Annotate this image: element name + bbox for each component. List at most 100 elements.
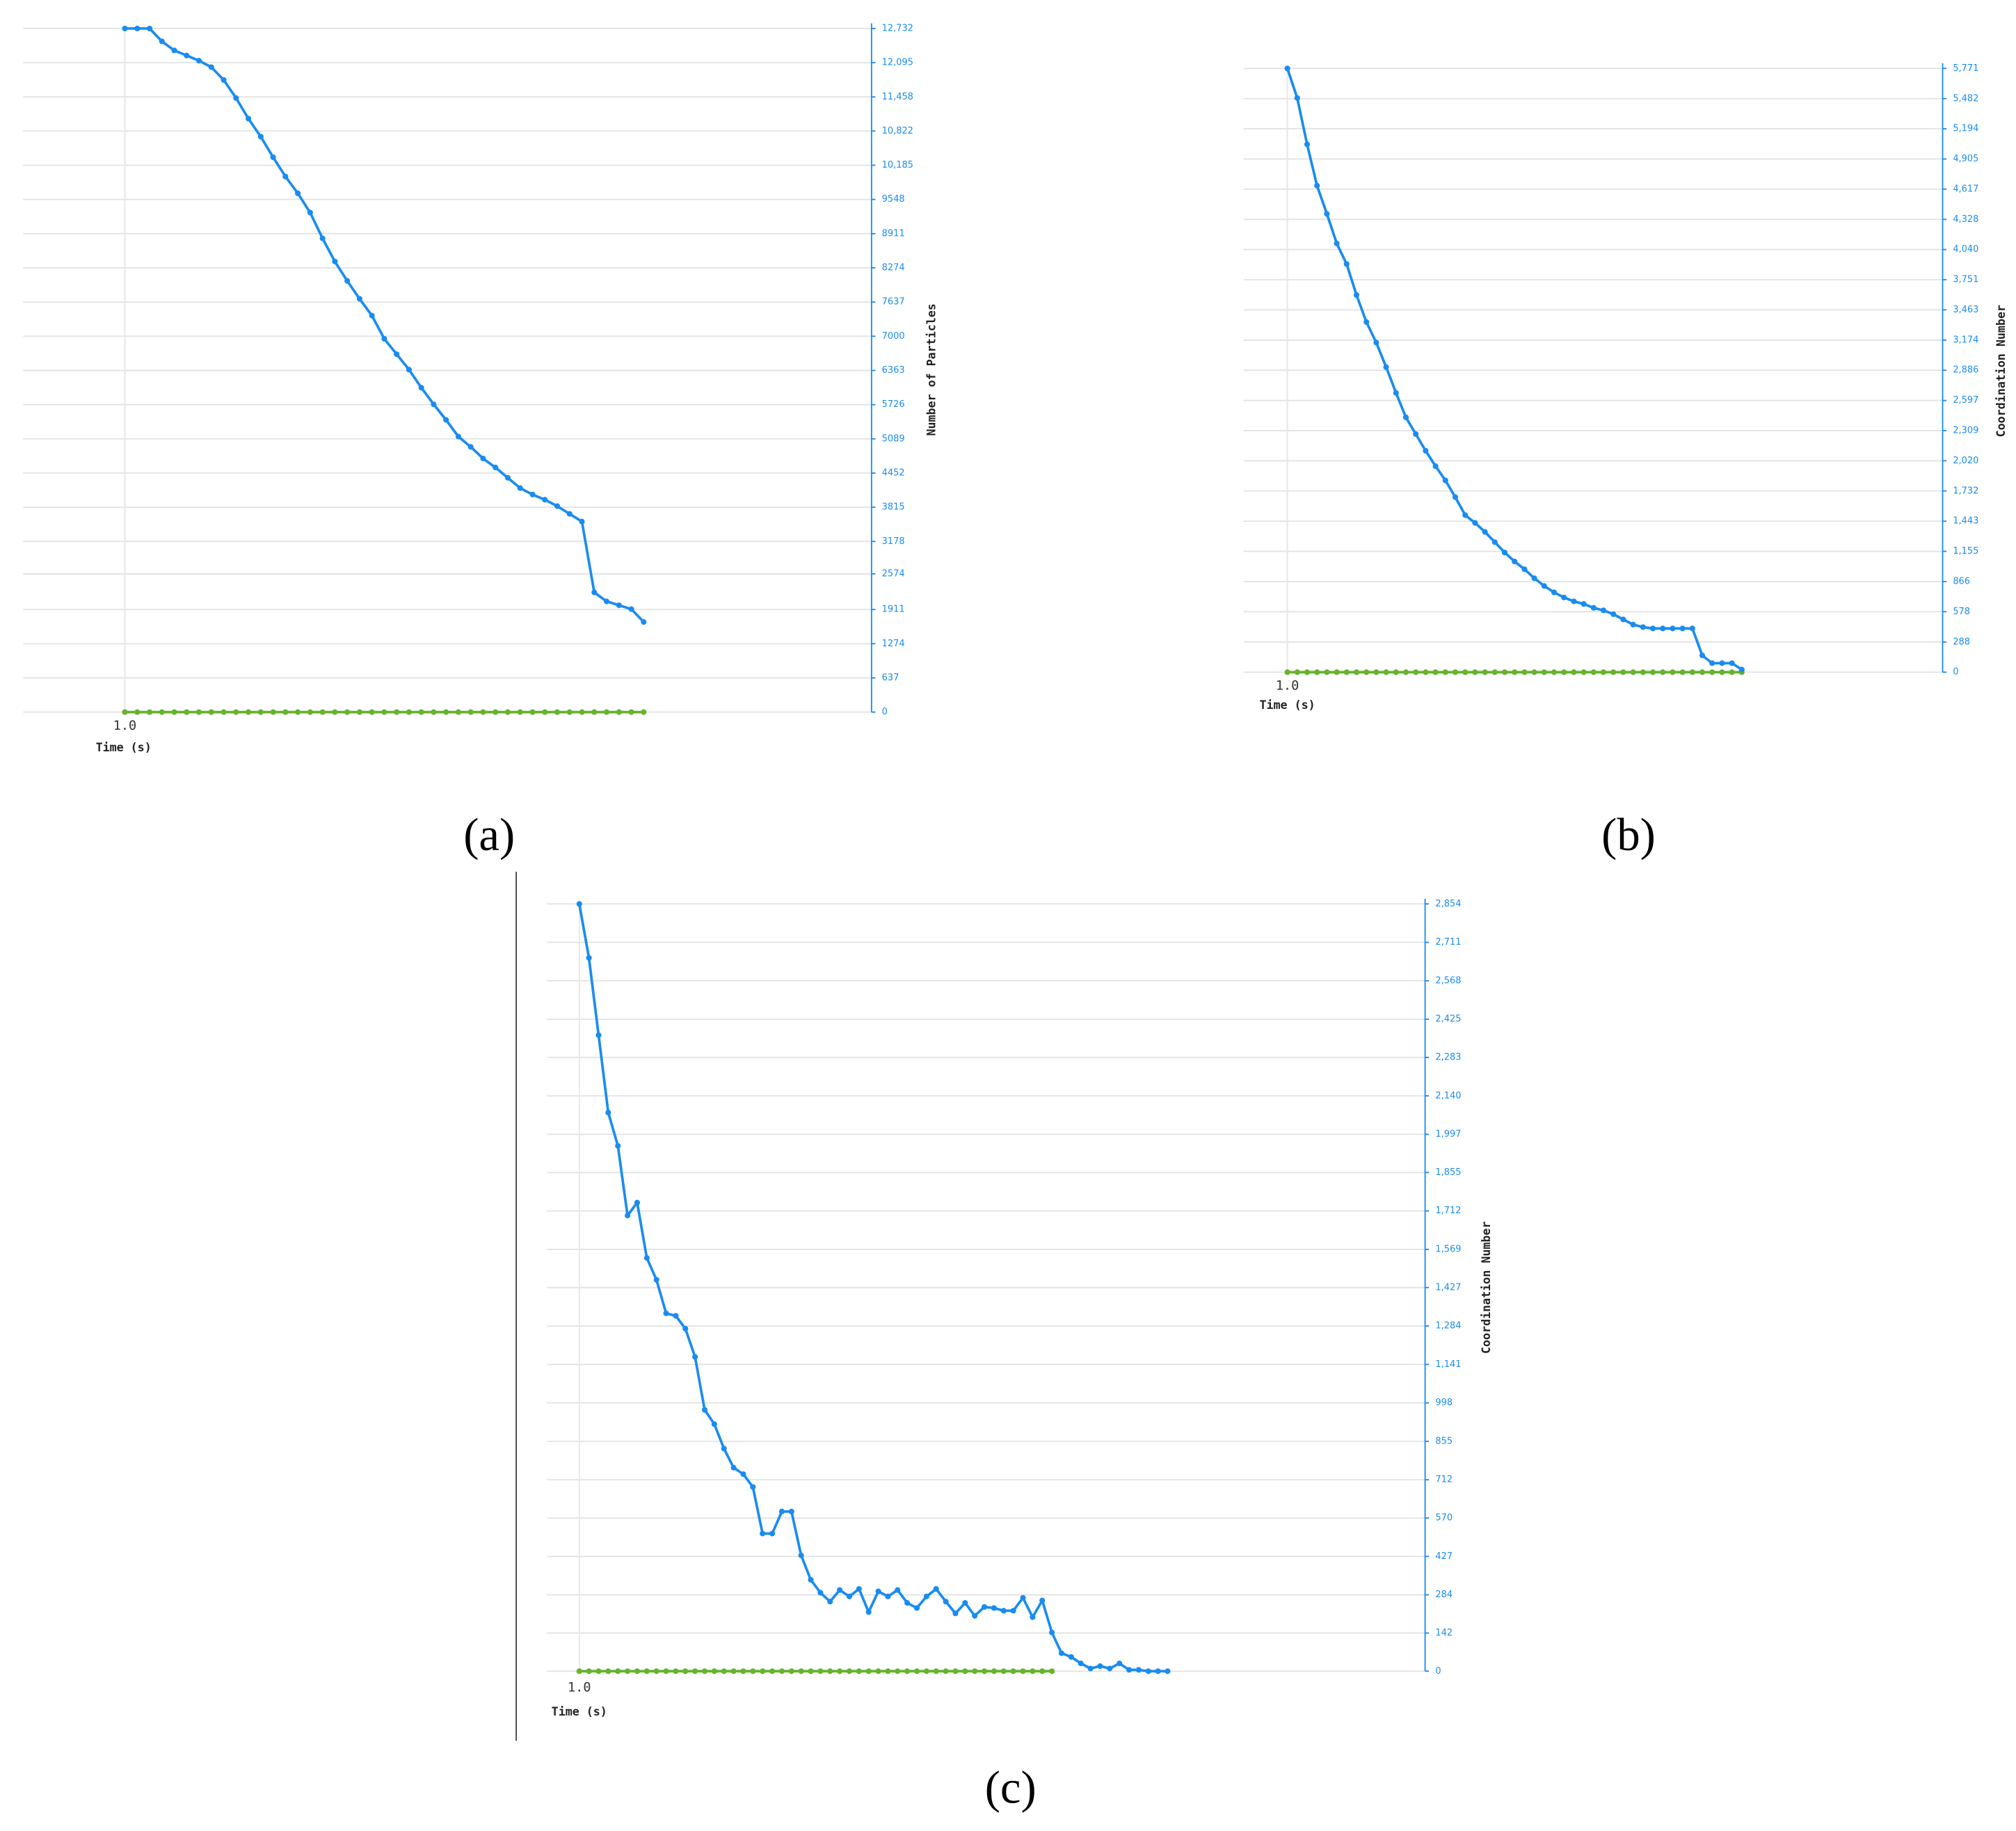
y-tick-label: 998 bbox=[1435, 1398, 1453, 1408]
data-point bbox=[529, 491, 536, 497]
data-point bbox=[1640, 669, 1646, 675]
data-point bbox=[1531, 575, 1537, 582]
data-point bbox=[1620, 616, 1626, 623]
data-point bbox=[885, 1593, 891, 1599]
data-point bbox=[233, 709, 239, 715]
data-point bbox=[344, 709, 351, 715]
y-tick-label: 427 bbox=[1435, 1551, 1453, 1562]
data-point bbox=[1462, 669, 1469, 675]
data-point bbox=[542, 709, 548, 715]
data-point bbox=[1010, 1608, 1016, 1614]
data-point bbox=[943, 1668, 949, 1674]
data-point bbox=[817, 1668, 824, 1674]
data-point bbox=[865, 1668, 872, 1674]
data-point bbox=[692, 1354, 698, 1360]
data-point bbox=[1452, 494, 1459, 500]
y-tick-label: 4,040 bbox=[1953, 244, 1978, 255]
data-point bbox=[1709, 669, 1715, 675]
y-tick-label: 1911 bbox=[882, 605, 905, 615]
data-point bbox=[1590, 605, 1597, 611]
data-point bbox=[195, 58, 202, 64]
data-point bbox=[603, 598, 610, 605]
data-point bbox=[517, 709, 523, 715]
data-point bbox=[208, 709, 214, 715]
y-tick-label: 142 bbox=[1435, 1628, 1453, 1638]
data-point bbox=[406, 367, 412, 373]
data-point bbox=[586, 954, 592, 961]
y-tick-label: 5,194 bbox=[1953, 124, 1978, 134]
data-point bbox=[184, 709, 190, 715]
data-point bbox=[634, 1199, 641, 1206]
data-point bbox=[1719, 660, 1725, 666]
data-point bbox=[740, 1668, 746, 1674]
data-point bbox=[711, 1668, 717, 1674]
data-point bbox=[146, 709, 153, 715]
data-point bbox=[1531, 669, 1537, 675]
y-tick-label: 8911 bbox=[882, 228, 905, 239]
y-tick-label: 2,568 bbox=[1435, 975, 1461, 986]
data-point bbox=[159, 38, 165, 45]
data-point bbox=[817, 1590, 824, 1596]
data-point bbox=[1423, 669, 1429, 675]
data-point bbox=[730, 1464, 737, 1471]
data-point bbox=[1581, 669, 1587, 675]
data-point bbox=[1512, 669, 1518, 675]
data-point bbox=[1383, 364, 1389, 370]
data-point bbox=[1030, 1614, 1036, 1620]
data-point bbox=[1561, 594, 1567, 600]
y-tick-label: 6363 bbox=[882, 365, 905, 376]
data-point bbox=[1294, 95, 1300, 101]
data-point bbox=[493, 464, 499, 471]
data-point bbox=[1068, 1654, 1074, 1660]
data-point bbox=[933, 1585, 939, 1592]
data-point bbox=[972, 1668, 978, 1674]
data-point bbox=[778, 1668, 785, 1674]
data-point bbox=[605, 1668, 611, 1674]
data-point bbox=[1393, 669, 1399, 675]
data-point bbox=[750, 1668, 756, 1674]
data-point bbox=[1679, 625, 1686, 632]
y-tick-label: 0 bbox=[882, 707, 888, 717]
data-point bbox=[134, 709, 141, 715]
data-point bbox=[1630, 621, 1636, 627]
data-point bbox=[480, 709, 486, 715]
data-point bbox=[431, 401, 437, 408]
y-tick-label: 1,997 bbox=[1435, 1129, 1461, 1140]
data-point bbox=[1284, 65, 1290, 72]
data-point bbox=[1334, 240, 1340, 247]
data-point bbox=[579, 518, 585, 525]
data-point bbox=[653, 1668, 659, 1674]
data-point bbox=[1373, 669, 1379, 675]
y-tick-label: 5,771 bbox=[1953, 63, 1978, 74]
y-tick-label: 0 bbox=[1435, 1666, 1441, 1677]
data-point bbox=[171, 47, 177, 54]
y-tick-label: 1274 bbox=[882, 639, 905, 649]
data-point bbox=[1719, 669, 1725, 675]
data-point bbox=[579, 709, 585, 715]
data-point bbox=[134, 25, 141, 32]
y-tick-label: 1,855 bbox=[1435, 1167, 1461, 1178]
data-point bbox=[981, 1604, 988, 1610]
data-point bbox=[394, 709, 400, 715]
data-point bbox=[381, 709, 387, 715]
data-point bbox=[1126, 1667, 1133, 1673]
data-point bbox=[1324, 211, 1330, 217]
data-point bbox=[1472, 669, 1478, 675]
data-point bbox=[319, 235, 326, 241]
y-tick-label: 4,617 bbox=[1953, 184, 1978, 194]
data-point bbox=[760, 1530, 766, 1537]
data-point bbox=[443, 417, 449, 423]
y-tick-label: 4,905 bbox=[1953, 154, 1978, 164]
data-point bbox=[1049, 1668, 1055, 1674]
data-point bbox=[663, 1310, 669, 1316]
y-tick-label: 10,822 bbox=[882, 126, 913, 136]
data-point bbox=[1334, 669, 1340, 675]
data-point bbox=[576, 1668, 582, 1674]
data-point bbox=[634, 1668, 641, 1674]
data-point bbox=[455, 433, 462, 440]
data-point bbox=[885, 1668, 891, 1674]
y-axis-label: Coordination Number bbox=[1994, 305, 2008, 437]
data-point bbox=[1165, 1668, 1171, 1674]
data-point bbox=[1610, 611, 1617, 617]
data-point bbox=[663, 1668, 669, 1674]
